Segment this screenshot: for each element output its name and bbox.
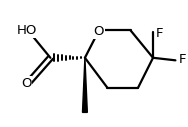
Text: HO: HO (17, 24, 37, 37)
Polygon shape (83, 58, 87, 112)
Text: F: F (179, 53, 186, 66)
Text: O: O (94, 25, 104, 38)
Text: F: F (156, 27, 163, 39)
Text: O: O (21, 77, 31, 90)
